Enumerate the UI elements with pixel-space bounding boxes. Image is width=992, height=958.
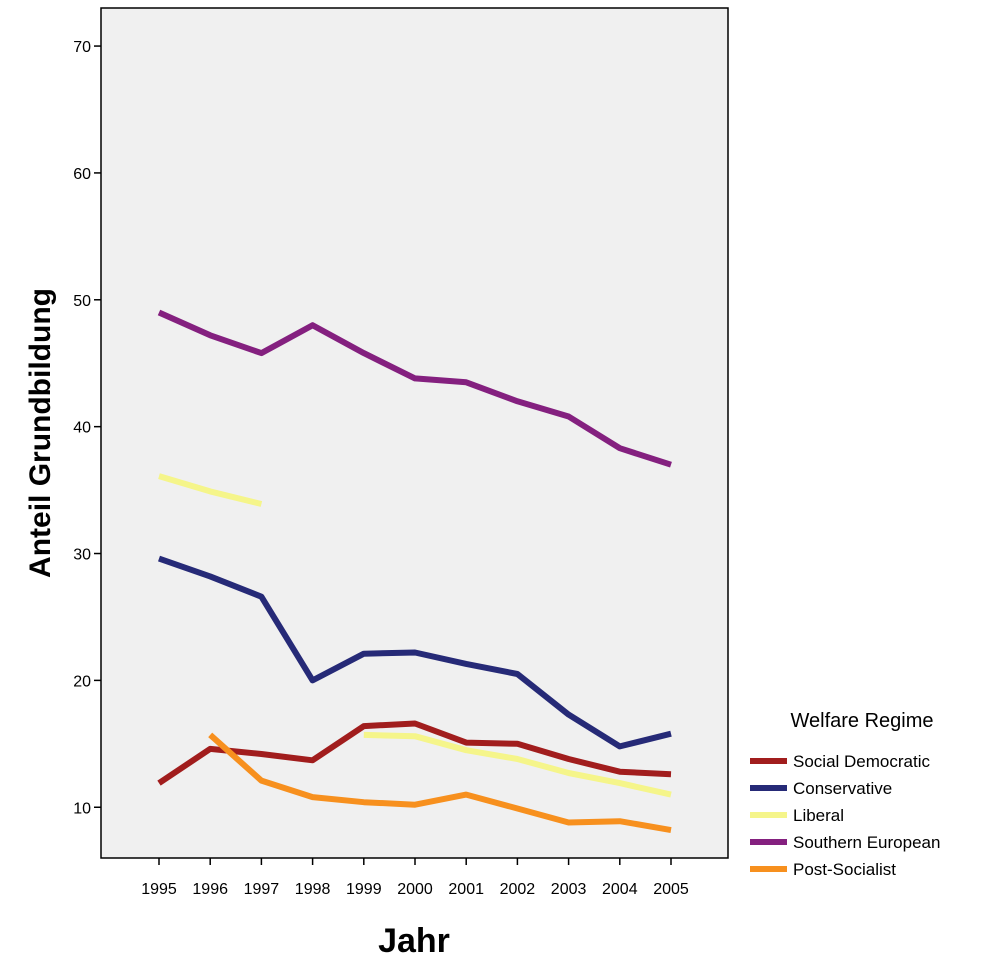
plot-area	[100, 7, 729, 859]
x-tick-label: 1995	[141, 881, 177, 898]
y-axis-title: Anteil Grundbildung	[24, 288, 57, 578]
legend-label: Conservative	[793, 779, 892, 798]
y-tick-label: 50	[73, 293, 91, 310]
legend-label: Southern European	[793, 833, 940, 852]
x-tick-label: 2005	[653, 881, 689, 898]
x-tick-label: 2003	[551, 881, 587, 898]
series-line-southern-european	[157, 309, 672, 468]
x-tick-label: 1996	[192, 881, 228, 898]
x-tick-label: 1998	[295, 881, 331, 898]
legend-label: Social Democratic	[793, 752, 930, 771]
x-tick-label: 2000	[397, 881, 433, 898]
x-tick-label: 2004	[602, 881, 638, 898]
x-tick-label: 2002	[500, 881, 536, 898]
series-line-conservative	[158, 555, 672, 750]
legend-label: Liberal	[793, 806, 844, 825]
y-tick-label: 30	[73, 547, 91, 564]
series-line-social-democratic	[157, 720, 672, 786]
y-axis: 10 20 30 40 50 60 70	[73, 39, 101, 817]
y-tick-label: 60	[73, 166, 91, 183]
x-tick-label: 1999	[346, 881, 382, 898]
series-line-liberal	[363, 731, 672, 798]
legend-title: Welfare Regime	[790, 710, 933, 732]
x-tick-label: 2001	[448, 881, 484, 898]
legend-label: Post-Socialist	[793, 860, 896, 879]
series-line-post-socialist	[208, 732, 672, 834]
y-tick-label: 40	[73, 420, 91, 437]
series-lines	[157, 309, 672, 834]
y-tick-label: 70	[73, 39, 91, 56]
legend: Welfare Regime Social Democratic Conserva…	[750, 710, 940, 879]
series-line-liberal	[158, 473, 263, 507]
y-tick-label: 10	[73, 800, 91, 817]
x-axis: 1995 1996 1997 1998 1999 2000 2001 2002 2003 2004…	[141, 858, 689, 898]
x-tick-label: 1997	[244, 881, 280, 898]
x-axis-title: Jahr	[378, 922, 450, 958]
y-tick-label: 20	[73, 673, 91, 690]
